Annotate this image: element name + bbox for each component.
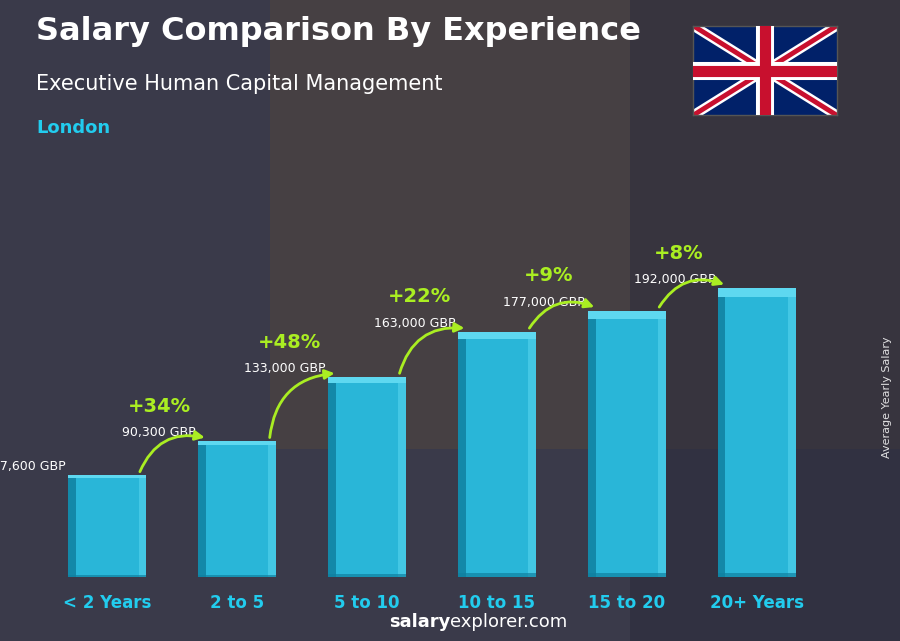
Text: 163,000 GBP: 163,000 GBP <box>374 317 455 330</box>
Text: +9%: +9% <box>524 267 573 285</box>
Text: 67,600 GBP: 67,600 GBP <box>0 460 66 474</box>
Bar <box>458 573 536 577</box>
Bar <box>198 575 276 577</box>
Bar <box>68 475 76 577</box>
Bar <box>588 573 666 577</box>
Bar <box>588 310 666 577</box>
Bar <box>630 0 900 641</box>
Text: explorer.com: explorer.com <box>450 613 567 631</box>
Bar <box>658 310 666 577</box>
Text: +8%: +8% <box>654 244 704 263</box>
Bar <box>268 441 276 577</box>
Bar <box>788 288 796 577</box>
Bar <box>588 310 596 577</box>
Text: Salary Comparison By Experience: Salary Comparison By Experience <box>36 16 641 47</box>
Bar <box>328 377 406 383</box>
Text: London: London <box>36 119 110 137</box>
Bar <box>717 288 725 577</box>
Text: salary: salary <box>389 613 450 631</box>
Bar <box>528 331 536 577</box>
Bar <box>270 0 900 449</box>
Text: 177,000 GBP: 177,000 GBP <box>503 296 585 309</box>
Bar <box>717 288 796 577</box>
Bar <box>139 475 147 577</box>
Bar <box>68 576 147 577</box>
Text: 90,300 GBP: 90,300 GBP <box>122 426 195 439</box>
Text: 192,000 GBP: 192,000 GBP <box>634 273 715 287</box>
Text: +22%: +22% <box>387 287 451 306</box>
Bar <box>198 441 276 445</box>
Bar <box>717 288 796 297</box>
Bar <box>588 310 666 319</box>
Text: Executive Human Capital Management: Executive Human Capital Management <box>36 74 443 94</box>
Text: +34%: +34% <box>128 397 191 416</box>
Bar <box>717 572 796 577</box>
Bar <box>68 475 147 478</box>
Bar <box>198 441 206 577</box>
Bar <box>198 441 276 577</box>
Bar <box>328 377 406 577</box>
Bar <box>458 331 536 339</box>
Bar <box>328 377 336 577</box>
Bar <box>458 331 466 577</box>
Bar <box>398 377 406 577</box>
Bar <box>68 475 147 577</box>
Text: Average Yearly Salary: Average Yearly Salary <box>881 337 892 458</box>
Text: 133,000 GBP: 133,000 GBP <box>244 362 326 375</box>
Bar <box>458 331 536 577</box>
Bar <box>328 574 406 577</box>
Text: +48%: +48% <box>257 333 320 352</box>
